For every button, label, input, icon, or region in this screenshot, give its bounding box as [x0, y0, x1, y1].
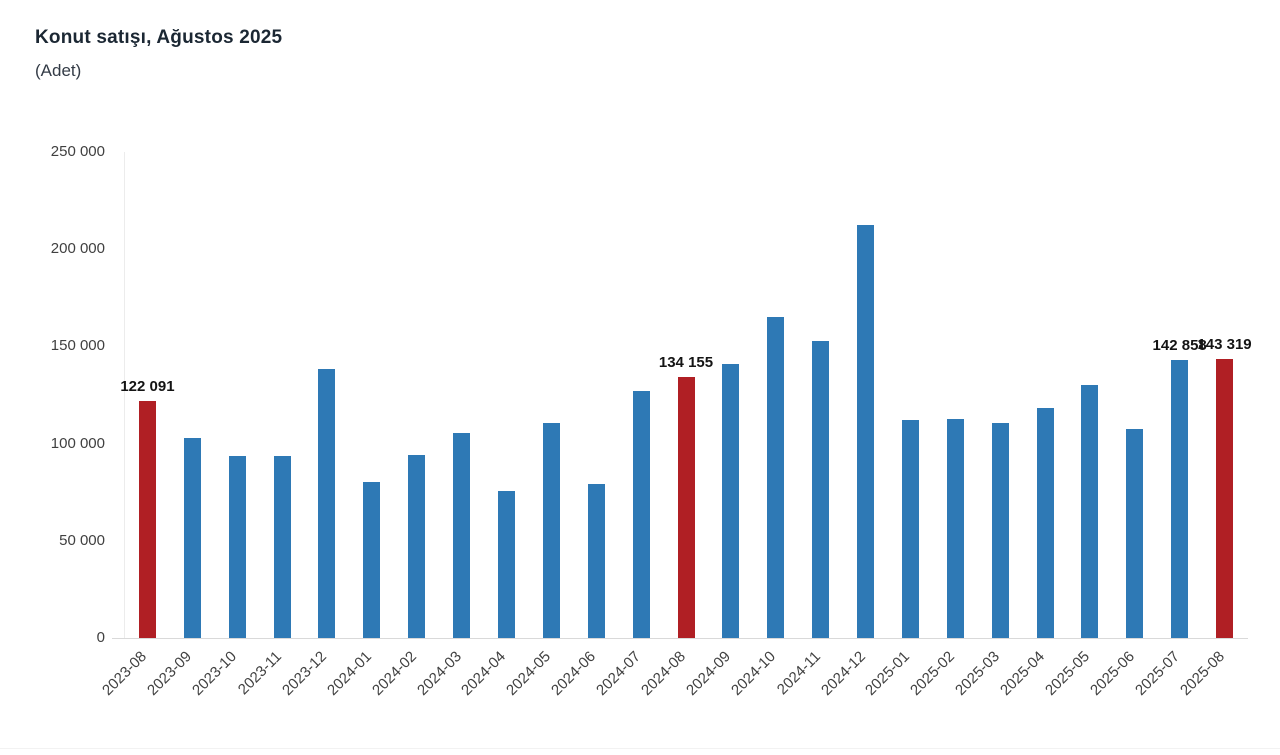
- chart-title: Konut satışı, Ağustos 2025: [35, 27, 283, 48]
- y-axis-tick-label: 150 000: [50, 337, 105, 355]
- bar-2023-08: [138, 400, 156, 638]
- chart-subtitle: (Adet): [35, 61, 82, 80]
- bar-2025-06: [1126, 428, 1144, 638]
- bar-2023-09: [183, 438, 201, 638]
- bar-value-label: 143 319: [1197, 336, 1252, 354]
- bar-2024-01: [363, 481, 381, 638]
- bar-value-label: 134 155: [658, 354, 714, 372]
- bar-2025-07: [1171, 360, 1189, 638]
- bar-2024-07: [632, 390, 650, 638]
- bar-2024-02: [408, 455, 426, 638]
- bar-2025-04: [1036, 407, 1054, 638]
- bar-value-label: 142 858: [1152, 337, 1207, 355]
- y-axis-tick-label: 250 000: [50, 143, 105, 160]
- bar-2023-11: [273, 456, 291, 638]
- bottom-divider: [0, 748, 1280, 749]
- bar-2024-08: [677, 377, 695, 638]
- bar-2025-03: [991, 422, 1009, 638]
- bar-2024-09: [722, 364, 740, 638]
- x-axis-tick-labels: 2023-08 2023-09 2023-10 2023-11 2023-12 2024-…: [100, 638, 1246, 748]
- y-axis-tick-label: 100 000: [50, 434, 105, 452]
- y-axis-tick-label: 50 000: [59, 531, 105, 549]
- bar-2025-08: [1216, 359, 1234, 638]
- bar-2024-11: [812, 340, 830, 638]
- bar-2025-02: [946, 418, 964, 638]
- y-axis-tick-label: 0: [96, 629, 105, 646]
- bar-2025-05: [1081, 385, 1099, 638]
- bar-2023-10: [228, 455, 246, 638]
- x-axis-line: [112, 638, 1248, 639]
- bar-value-label: 122 091: [120, 377, 175, 395]
- bar-2024-04: [497, 491, 515, 638]
- bar-2024-05: [542, 423, 560, 638]
- bar-2024-10: [767, 316, 785, 638]
- bar-2023-12: [318, 368, 336, 638]
- y-axis-tick-label: 200 000: [50, 240, 105, 258]
- bar-2025-01: [901, 419, 919, 638]
- bar-2024-12: [857, 224, 875, 638]
- bar-2024-03: [453, 432, 471, 638]
- plot-area: 122 091 134 155 142 858 143 319: [120, 152, 1252, 638]
- bar-2024-06: [587, 483, 605, 638]
